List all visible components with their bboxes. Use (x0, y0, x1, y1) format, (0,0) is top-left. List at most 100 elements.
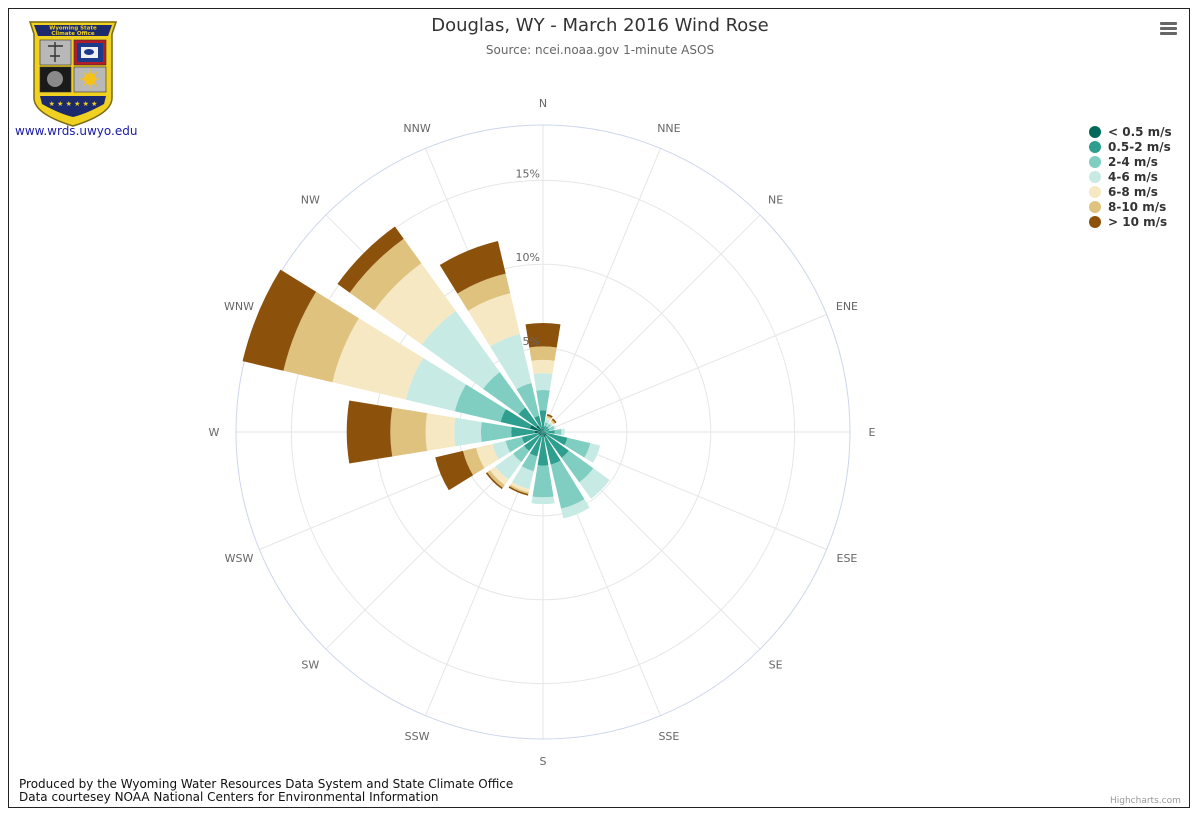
rose-bar-ESE-s3[interactable] (584, 443, 601, 463)
rose-bar-NNE-s2[interactable] (544, 422, 549, 427)
rose-bar-N-s2[interactable] (536, 390, 550, 411)
rose-bar-W-s5[interactable] (390, 407, 428, 457)
rose-bar-SSW-s4[interactable] (510, 481, 530, 493)
rose-bar-NW-s5[interactable] (349, 238, 422, 311)
rose-bar-SW-s3[interactable] (495, 453, 522, 480)
rose-bar-SW-s5[interactable] (487, 470, 505, 488)
rose-bar-ENE-s0[interactable] (543, 431, 545, 432)
rose-bar-NW-s4[interactable] (374, 263, 456, 345)
rose-bar-SW-s4[interactable] (489, 466, 509, 486)
rose-bar-E-s3[interactable] (561, 428, 565, 436)
rose-bar-SW-s6[interactable] (485, 472, 503, 490)
rose-bar-SSE-s3[interactable] (561, 499, 590, 519)
rose-bar-SSW-s3[interactable] (512, 466, 534, 490)
rose-bar-ESE-s2[interactable] (564, 437, 591, 458)
rose-bar-SSE-s2[interactable] (550, 460, 585, 509)
rose-bar-WSW-s1[interactable] (521, 433, 539, 444)
rose-bar-ESE-s1[interactable] (545, 432, 568, 446)
rose-bar-WNW-s3[interactable] (405, 357, 466, 412)
rose-bar-SE-s1[interactable] (545, 434, 569, 458)
rose-bar-SW-s2[interactable] (513, 445, 530, 462)
rose-bar-W-s1[interactable] (511, 426, 535, 438)
rose-bar-WNW-s6[interactable] (242, 269, 317, 371)
rose-bar-S-s3[interactable] (531, 496, 555, 505)
rose-bar-NE-s2[interactable] (546, 423, 552, 429)
rose-bar-NW-s6[interactable] (337, 226, 404, 293)
rose-bar-SW-s1[interactable] (523, 434, 541, 452)
highcharts-credit[interactable]: Highcharts.com (1110, 796, 1181, 806)
rose-bar-SSW-s0[interactable] (541, 432, 543, 436)
rose-bar-N-s6[interactable] (525, 322, 561, 348)
rose-bar-SSE-s0[interactable] (543, 432, 546, 437)
rose-bar-NW-s3[interactable] (421, 310, 500, 389)
legend-item[interactable]: 8-10 m/s (1089, 199, 1172, 214)
rose-bar-ENE-s1[interactable] (544, 428, 550, 432)
rose-bar-NNW-s2[interactable] (516, 383, 540, 418)
legend-item[interactable]: > 10 m/s (1089, 214, 1172, 229)
legend-item[interactable]: 6-8 m/s (1089, 184, 1172, 199)
rose-bar-WSW-s0[interactable] (538, 432, 543, 435)
rose-bar-NNW-s3[interactable] (490, 334, 532, 390)
rose-bar-NE-s5[interactable] (550, 419, 556, 425)
rose-bar-SSW-s2[interactable] (521, 453, 538, 472)
legend-item[interactable]: 2-4 m/s (1089, 154, 1172, 169)
rose-bar-NNW-s1[interactable] (534, 415, 543, 430)
legend-item[interactable]: 4-6 m/s (1089, 169, 1172, 184)
rose-bar-SW-s0[interactable] (538, 432, 543, 437)
rose-bar-N-s0[interactable] (542, 426, 544, 432)
climate-office-logo[interactable]: Wyoming State Climate Office ★ ★ ★ ★ ★ ★ (26, 16, 120, 132)
rose-bar-W-s0[interactable] (534, 430, 543, 434)
legend-item[interactable]: 0.5-2 m/s (1089, 139, 1172, 154)
rose-bar-WSW-s3[interactable] (492, 440, 511, 460)
rose-bar-W-s4[interactable] (425, 413, 456, 451)
rose-bar-WSW-s5[interactable] (462, 447, 485, 476)
rose-bar-NNW-s6[interactable] (439, 240, 506, 294)
rose-bar-S-s2[interactable] (532, 465, 554, 498)
rose-bar-WNW-s0[interactable] (529, 424, 543, 432)
rose-bar-SE-s3[interactable] (579, 468, 610, 499)
rose-bar-NNE-s3[interactable] (545, 418, 551, 424)
rose-bar-N-s1[interactable] (539, 410, 547, 428)
rose-bar-W-s6[interactable] (346, 400, 393, 464)
rose-bar-ENE-s3[interactable] (552, 424, 557, 430)
rose-bar-ENE-s2[interactable] (548, 425, 555, 431)
rose-bar-WNW-s2[interactable] (454, 384, 506, 422)
rose-bar-WNW-s4[interactable] (332, 318, 424, 400)
hamburger-menu-icon[interactable] (1158, 20, 1182, 40)
rose-bar-NNE-s5[interactable] (546, 415, 552, 420)
rose-bar-SE-s2[interactable] (561, 450, 594, 483)
rose-bar-SE-s0[interactable] (543, 432, 548, 437)
rose-bar-NE-s3[interactable] (548, 422, 553, 427)
rose-bar-NNE-s4[interactable] (546, 417, 551, 421)
rose-bar-E-s2[interactable] (554, 429, 562, 435)
rose-bar-W-s3[interactable] (454, 417, 482, 447)
rose-bar-NNE-s0[interactable] (543, 430, 544, 432)
rose-bar-NNW-s4[interactable] (468, 293, 520, 347)
rose-bar-NE-s1[interactable] (543, 426, 549, 432)
rose-bar-SSE-s1[interactable] (544, 436, 561, 465)
rose-bar-NNE-s1[interactable] (543, 425, 547, 431)
rose-bar-NW-s2[interactable] (483, 372, 526, 415)
rose-bar-N-s5[interactable] (529, 346, 557, 361)
rose-bar-W-s2[interactable] (480, 422, 512, 442)
rose-bar-S-s1[interactable] (537, 436, 549, 466)
rose-bar-NE-s6[interactable] (551, 418, 557, 424)
rose-bar-SSW-s5[interactable] (509, 484, 529, 495)
rose-bar-WSW-s6[interactable] (435, 450, 474, 491)
rose-bar-E-s0[interactable] (543, 431, 545, 433)
rose-bar-WNW-s5[interactable] (283, 291, 359, 383)
website-link[interactable]: www.wrds.uwyo.edu (15, 124, 138, 138)
rose-bar-NE-s4[interactable] (549, 421, 554, 426)
rose-bar-NW-s0[interactable] (536, 425, 543, 432)
rose-bar-S-s0[interactable] (542, 432, 544, 438)
rose-bar-NW-s1[interactable] (518, 407, 539, 428)
rose-bar-WSW-s4[interactable] (476, 443, 499, 469)
rose-bar-NNW-s0[interactable] (541, 428, 543, 432)
rose-bar-ESE-s0[interactable] (543, 432, 547, 434)
rose-bar-WNW-s1[interactable] (500, 409, 532, 429)
rose-bar-SSW-s1[interactable] (529, 434, 543, 457)
rose-bar-E-s1[interactable] (544, 430, 555, 434)
legend-item[interactable]: < 0.5 m/s (1089, 124, 1172, 139)
rose-bar-N-s3[interactable] (533, 373, 553, 391)
rose-bar-N-s4[interactable] (531, 359, 555, 375)
